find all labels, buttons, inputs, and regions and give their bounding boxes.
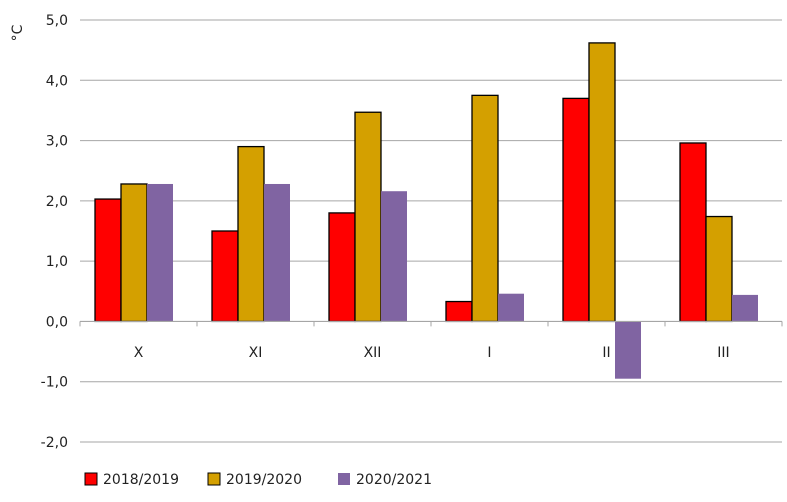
y-axis-unit-label: °C bbox=[10, 24, 26, 41]
bar-2018-2019-XII bbox=[328, 212, 356, 323]
legend-swatch bbox=[207, 472, 221, 486]
x-category-label: X bbox=[134, 345, 144, 361]
bar-2019-2020-I bbox=[471, 94, 499, 323]
y-tick-label: -1,0 bbox=[41, 375, 68, 391]
bar-2019-2020-XI bbox=[237, 145, 265, 323]
bars bbox=[94, 42, 758, 379]
bar-2018-2019-III bbox=[679, 142, 707, 323]
bar-2018-2019-II bbox=[562, 97, 590, 323]
bar-2018-2019-I bbox=[445, 300, 473, 323]
bar-2018-2019-X bbox=[94, 198, 122, 323]
y-tick-label: 2,0 bbox=[46, 194, 68, 210]
x-category-label: III bbox=[717, 345, 729, 361]
y-tick-label: 4,0 bbox=[46, 73, 68, 89]
gridlines bbox=[80, 19, 782, 443]
bar-2019-2020-II bbox=[588, 42, 616, 323]
bar-2018-2019-XI bbox=[211, 230, 239, 323]
bar-2019-2020-X bbox=[120, 183, 148, 323]
y-axis-tick-labels: 5,0 4,0 3,0 2,0 1,0 0,0 -1,0 -2,0 bbox=[41, 13, 68, 451]
x-category-label: XI bbox=[249, 345, 263, 361]
y-tick-label: 0,0 bbox=[46, 314, 68, 330]
x-axis-baseline bbox=[79, 320, 783, 327]
x-category-label: I bbox=[487, 345, 491, 361]
bar-2019-2020-XII bbox=[354, 111, 382, 323]
bar-2020-2021-I bbox=[498, 293, 524, 322]
legend-label: 2018/2019 bbox=[103, 472, 179, 488]
legend-label: 2019/2020 bbox=[226, 472, 302, 488]
bar-2020-2021-XII bbox=[381, 191, 407, 322]
y-tick-label: 5,0 bbox=[46, 13, 68, 29]
y-tick-label: 3,0 bbox=[46, 134, 68, 150]
y-tick-label: 1,0 bbox=[46, 254, 68, 270]
bar-2020-2021-II bbox=[615, 321, 641, 379]
bar-2020-2021-XI bbox=[264, 183, 290, 322]
legend-swatch bbox=[84, 472, 98, 486]
bar-2019-2020-III bbox=[705, 215, 733, 323]
bar-2020-2021-X bbox=[147, 183, 173, 322]
x-category-label: II bbox=[602, 345, 610, 361]
legend: 2018/2019 2019/2020 2020/2021 bbox=[84, 472, 432, 488]
x-category-label: XII bbox=[364, 345, 382, 361]
legend-swatch bbox=[338, 473, 350, 485]
bar-2020-2021-III bbox=[732, 294, 758, 322]
y-tick-label: -2,0 bbox=[41, 435, 68, 451]
legend-label: 2020/2021 bbox=[356, 472, 432, 488]
x-axis-category-labels: X XI XII I II III bbox=[134, 345, 730, 361]
